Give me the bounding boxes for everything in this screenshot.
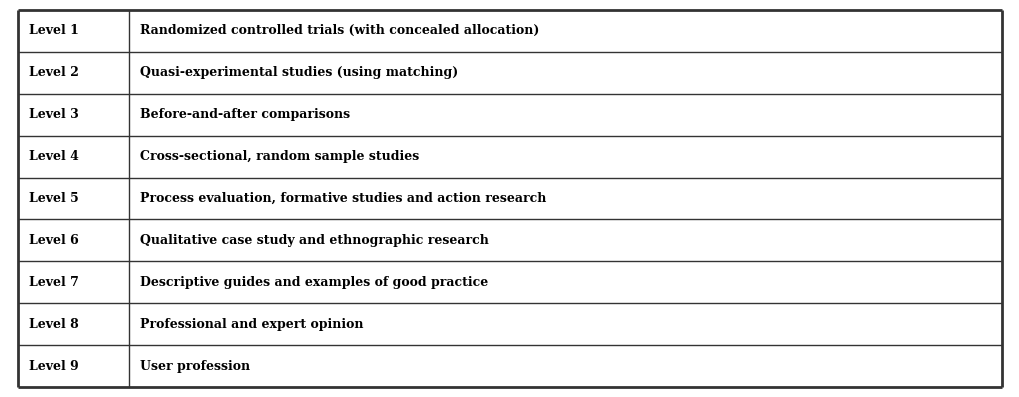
Text: Level 1: Level 1 — [29, 24, 78, 37]
Text: Level 6: Level 6 — [29, 234, 78, 247]
Text: Level 7: Level 7 — [29, 276, 78, 289]
Text: Descriptive guides and examples of good practice: Descriptive guides and examples of good … — [140, 276, 487, 289]
Text: Process evaluation, formative studies and action research: Process evaluation, formative studies an… — [140, 192, 545, 205]
Text: User profession: User profession — [140, 360, 250, 373]
Text: Level 3: Level 3 — [29, 108, 78, 121]
Text: Professional and expert opinion: Professional and expert opinion — [140, 318, 363, 331]
Text: Level 2: Level 2 — [29, 66, 78, 79]
Text: Qualitative case study and ethnographic research: Qualitative case study and ethnographic … — [140, 234, 488, 247]
Text: Randomized controlled trials (with concealed allocation): Randomized controlled trials (with conce… — [140, 24, 538, 37]
Text: Quasi-experimental studies (using matching): Quasi-experimental studies (using matchi… — [140, 66, 458, 79]
Text: Cross-sectional, random sample studies: Cross-sectional, random sample studies — [140, 150, 419, 163]
Text: Level 5: Level 5 — [29, 192, 78, 205]
Text: Before-and-after comparisons: Before-and-after comparisons — [140, 108, 350, 121]
Text: Level 9: Level 9 — [29, 360, 78, 373]
Text: Level 4: Level 4 — [29, 150, 78, 163]
Text: Level 8: Level 8 — [29, 318, 78, 331]
